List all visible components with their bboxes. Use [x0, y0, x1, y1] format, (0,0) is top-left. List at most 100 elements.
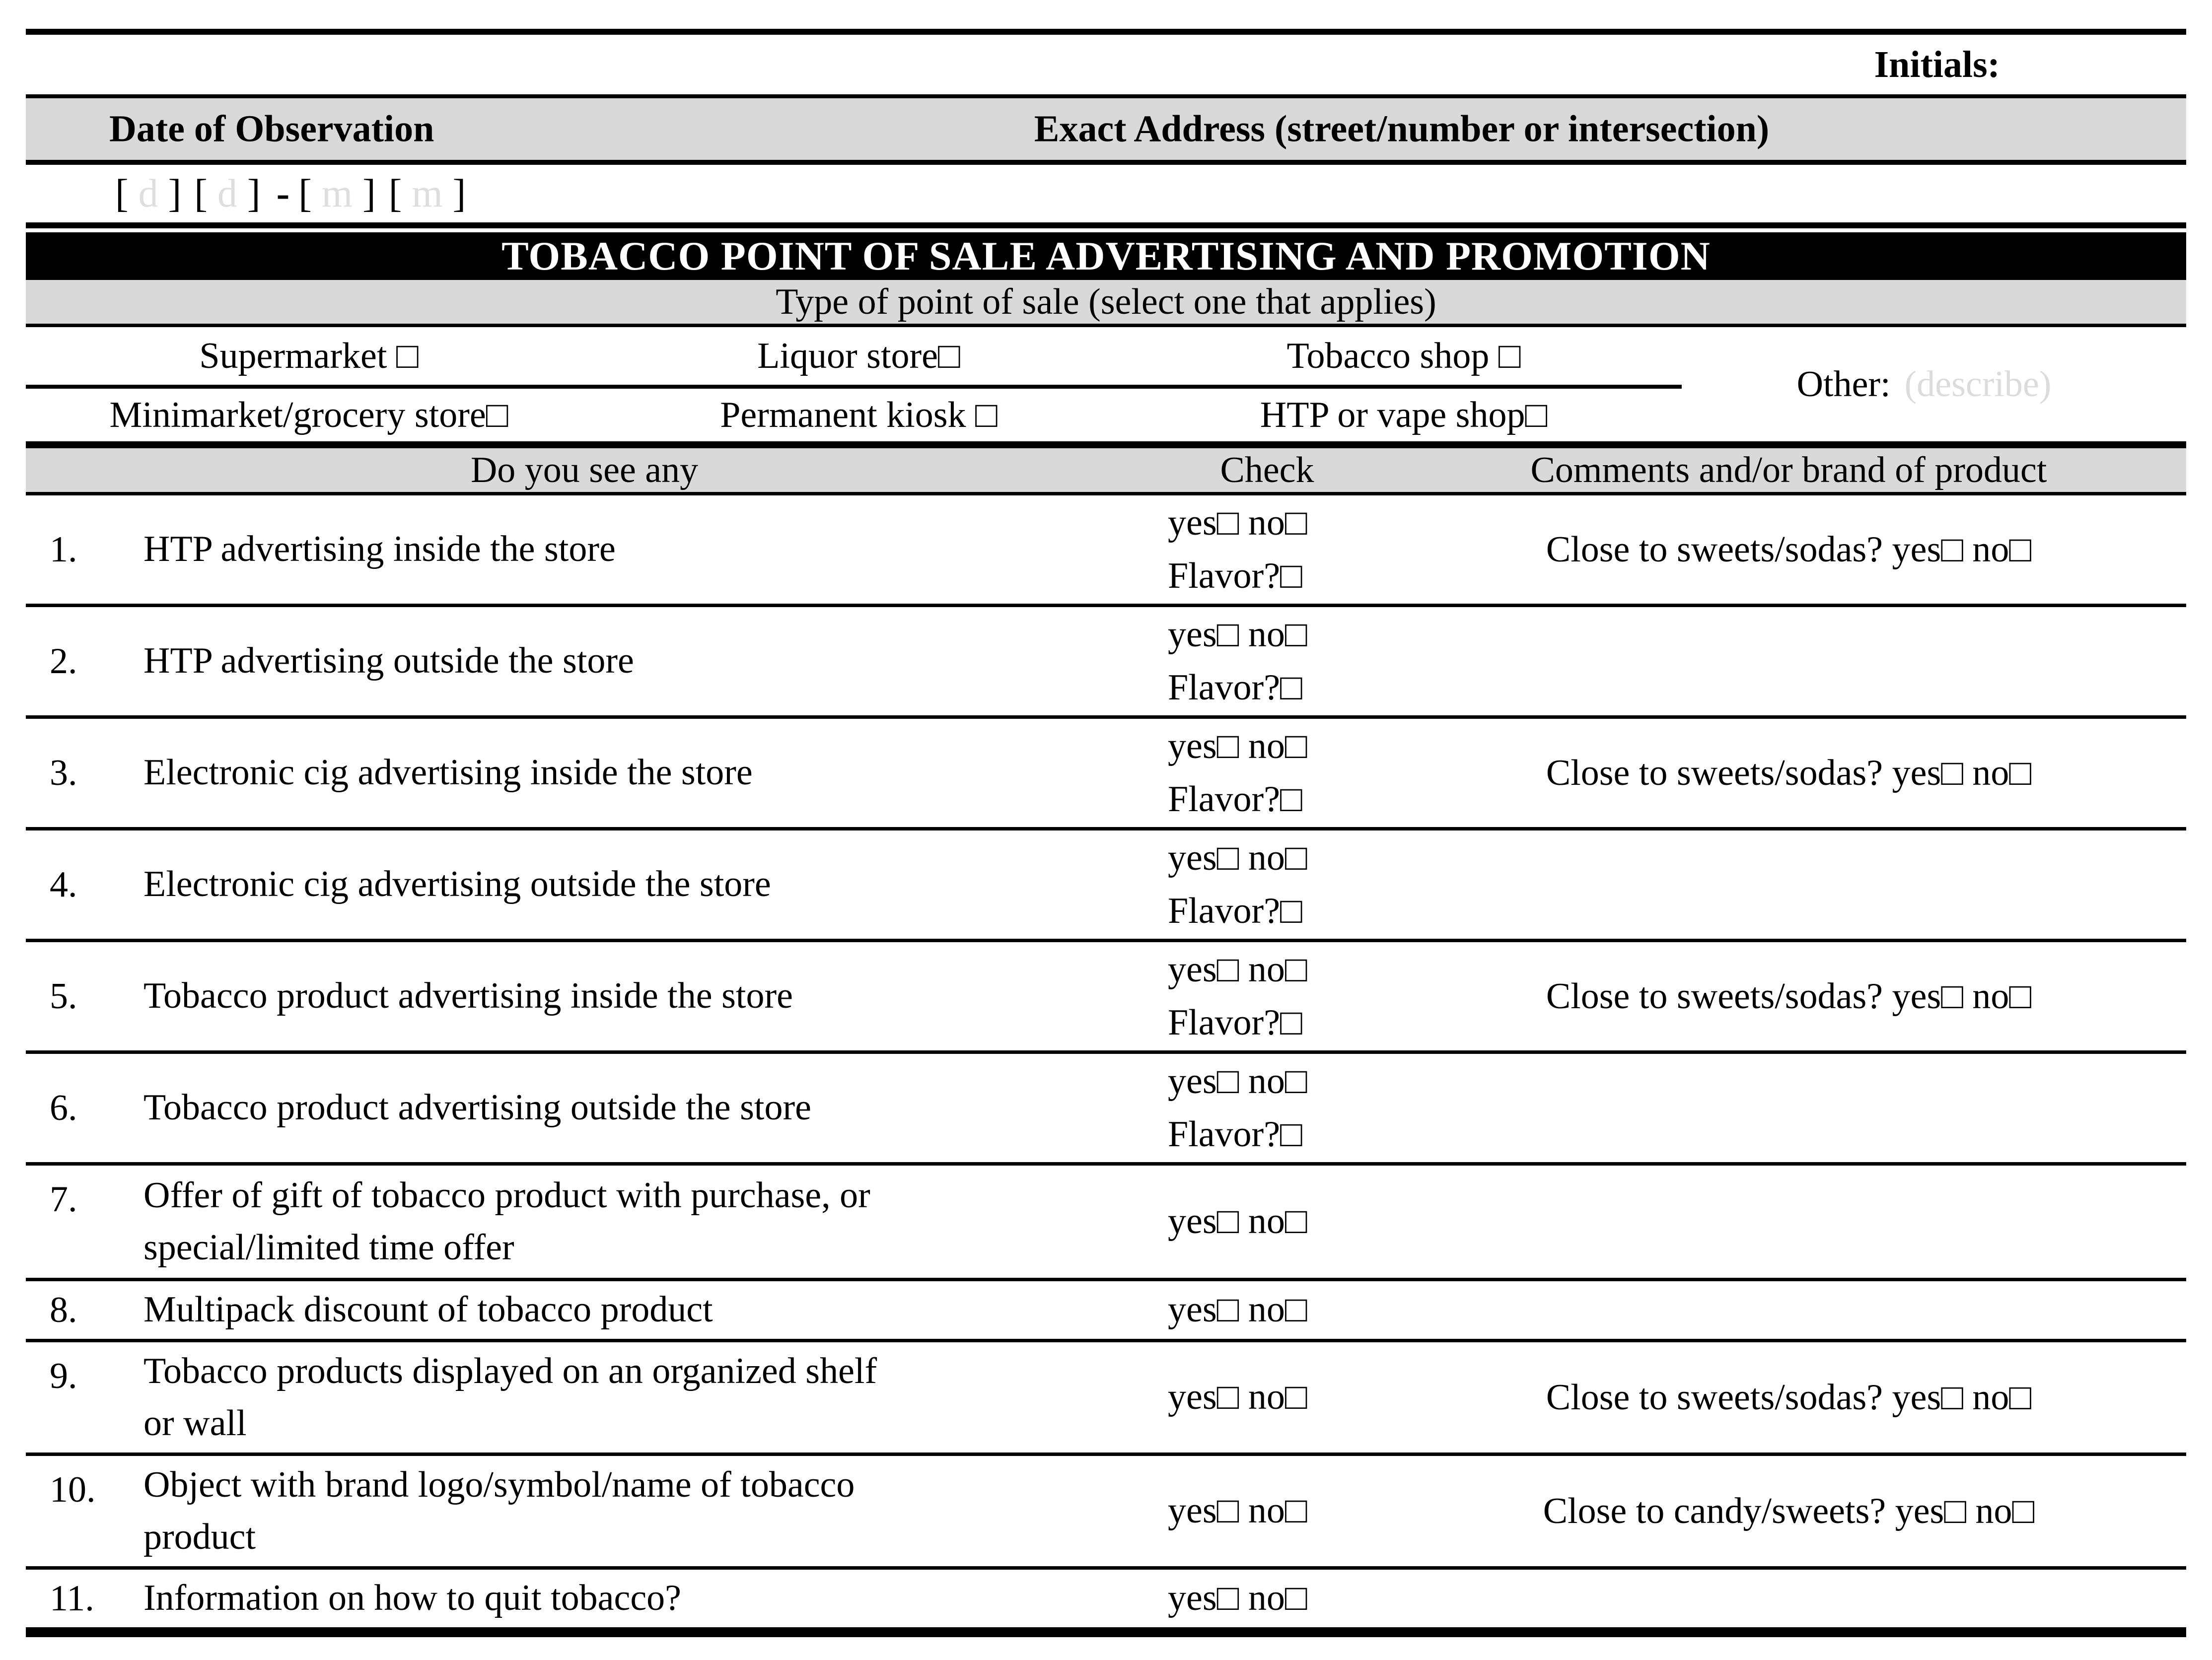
row-number: 11.	[50, 1578, 94, 1619]
header-do-you-see-any: Do you see any	[470, 449, 699, 490]
exact-address-label: Exact Address (street/number or intersec…	[1034, 108, 1770, 150]
comment-cell	[1391, 830, 2186, 939]
question-text: Tobacco product advertising inside the s…	[143, 975, 793, 1017]
divider	[26, 492, 2186, 495]
option-other[interactable]: Other: (describe)	[1682, 327, 2186, 441]
check-cell[interactable]: yes□ no□ Flavor?□	[1168, 725, 1307, 820]
date-entry-row[interactable]: [d][d] -[m][m]	[26, 165, 2186, 222]
check-cell[interactable]: yes□ no□	[1168, 1289, 1307, 1330]
date-field-letter[interactable]: m	[321, 171, 353, 215]
comment-cell	[1391, 1166, 2186, 1278]
row-number: 9.	[50, 1356, 77, 1396]
table-row: 8. Multipack discount of tobacco product y…	[26, 1281, 2186, 1342]
date-field-letter[interactable]: d	[138, 171, 158, 215]
question-text: Offer of gift of tobacco product with pu…	[143, 1175, 870, 1268]
divider	[26, 324, 2186, 327]
check-cell[interactable]: yes□ no□	[1168, 1578, 1307, 1619]
date-field-m-2[interactable]: [m]	[298, 171, 376, 215]
option-liquor-store[interactable]: Liquor store□	[592, 327, 1126, 389]
date-field-letter[interactable]: m	[412, 171, 443, 215]
row-number: 1.	[50, 529, 77, 570]
check-cell[interactable]: yes□ no□ Flavor?□	[1168, 614, 1307, 708]
question-text: Multipack discount of tobacco product	[143, 1289, 713, 1330]
header-comments: Comments and/or brand of product	[1530, 449, 2047, 490]
option-supermarket[interactable]: Supermarket □	[26, 327, 592, 389]
divider	[26, 160, 2186, 165]
date-field-d-0[interactable]: [d]	[115, 171, 182, 215]
row-number: 3.	[50, 752, 77, 793]
check-cell[interactable]: yes□ no□	[1168, 1490, 1307, 1531]
question-text: Electronic cig advertising outside the s…	[143, 864, 771, 905]
table-row: 3. Electronic cig advertising inside the …	[26, 719, 2186, 830]
other-describe-placeholder[interactable]: (describe)	[1904, 363, 2052, 405]
row-number: 8.	[50, 1289, 77, 1330]
row-number: 6.	[50, 1087, 77, 1128]
option-tobacco-shop[interactable]: Tobacco shop □	[1126, 327, 1682, 389]
form-title-banner: TOBACCO POINT OF SALE ADVERTISING AND PR…	[26, 232, 2186, 280]
table-row: 5. Tobacco product advertising inside the…	[26, 942, 2186, 1054]
row-number: 7.	[50, 1179, 77, 1220]
date-field-m-3[interactable]: [m]	[388, 171, 466, 215]
row-number: 10.	[50, 1469, 96, 1510]
table-row: 6. Tobacco product advertising outside th…	[26, 1054, 2186, 1166]
question-text: Information on how to quit tobacco?	[143, 1578, 682, 1619]
question-text: HTP advertising outside the store	[143, 640, 634, 682]
form-title: TOBACCO POINT OF SALE ADVERTISING AND PR…	[501, 233, 1711, 278]
divider	[26, 94, 2186, 98]
question-text: Electronic cig advertising inside the st…	[143, 752, 753, 793]
top-header-row: Date of Observation Exact Address (stree…	[26, 98, 2186, 160]
date-field-letter[interactable]: d	[217, 171, 237, 215]
option-htp-vape-shop[interactable]: HTP or vape shop□	[1260, 394, 1548, 435]
row-number: 2.	[50, 640, 77, 682]
check-cell[interactable]: yes□ no□ Flavor?□	[1168, 949, 1307, 1043]
divider	[26, 222, 2186, 228]
comment-cell	[1391, 1054, 2186, 1162]
table-row: 9. Tobacco products displayed on an organ…	[26, 1342, 2186, 1456]
table-row: 7. Offer of gift of tobacco product with …	[26, 1166, 2186, 1281]
table-row: 4. Electronic cig advertising outside the…	[26, 830, 2186, 942]
comment-cell[interactable]: Close to candy/sweets? yes□ no□	[1543, 1490, 2035, 1531]
pos-type-options: Supermarket □ Liquor store□ Tobacco shop…	[26, 327, 2186, 441]
table-row: 11. Information on how to quit tobacco? ye…	[26, 1570, 2186, 1627]
question-text: HTP advertising inside the store	[143, 529, 616, 570]
check-cell[interactable]: yes□ no□	[1168, 1201, 1307, 1242]
question-text: Object with brand logo/symbol/name of to…	[143, 1464, 855, 1557]
initials-row: Initials:	[26, 35, 2186, 94]
initials-label: Initials:	[1874, 43, 2000, 85]
check-cell[interactable]: yes□ no□	[1168, 1377, 1307, 1418]
checklist-rows: 1. HTP advertising inside the store yes□ n…	[26, 495, 2186, 1627]
comment-cell[interactable]: Close to sweets/sodas? yes□ no□	[1546, 1377, 2032, 1418]
comment-cell	[1391, 607, 2186, 715]
bottom-border	[26, 1627, 2186, 1637]
gap	[26, 228, 2186, 232]
date-of-observation-label: Date of Observation	[109, 108, 434, 150]
option-permanent-kiosk[interactable]: Permanent kiosk □	[720, 394, 998, 435]
table-row: 2. HTP advertising outside the store yes□ …	[26, 607, 2186, 719]
pos-type-heading: Type of point of sale (select one that a…	[776, 281, 1436, 322]
thick-divider	[26, 441, 2186, 448]
check-cell[interactable]: yes□ no□ Flavor?□	[1168, 502, 1307, 596]
table-row: 10. Object with brand logo/symbol/name of…	[26, 1456, 2186, 1570]
comment-cell	[1391, 1570, 2186, 1627]
check-cell[interactable]: yes□ no□ Flavor?□	[1168, 837, 1307, 931]
question-text: Tobacco products displayed on an organiz…	[143, 1350, 877, 1444]
row-number: 5.	[50, 975, 77, 1017]
question-text: Tobacco product advertising outside the …	[143, 1087, 811, 1128]
top-margin	[0, 0, 2212, 29]
date-placeholder[interactable]: [d][d] -[m][m]	[115, 171, 479, 216]
checklist-header-row: Do you see any Check Comments and/or bra…	[26, 448, 2186, 492]
option-minimarket[interactable]: Minimarket/grocery store□	[109, 394, 508, 435]
comment-cell	[1391, 1281, 2186, 1339]
table-row: 1. HTP advertising inside the store yes□ n…	[26, 495, 2186, 607]
date-field-d-1[interactable]: [d]	[194, 171, 261, 215]
comment-cell[interactable]: Close to sweets/sodas? yes□ no□	[1546, 752, 2032, 793]
check-cell[interactable]: yes□ no□ Flavor?□	[1168, 1060, 1307, 1155]
other-label: Other:	[1796, 363, 1891, 405]
date-separator: -	[276, 171, 290, 215]
row-number: 4.	[50, 864, 77, 905]
header-check: Check	[1220, 449, 1314, 490]
comment-cell[interactable]: Close to sweets/sodas? yes□ no□	[1546, 975, 2032, 1017]
pos-type-heading-row: Type of point of sale (select one that a…	[26, 280, 2186, 324]
comment-cell[interactable]: Close to sweets/sodas? yes□ no□	[1546, 529, 2032, 570]
